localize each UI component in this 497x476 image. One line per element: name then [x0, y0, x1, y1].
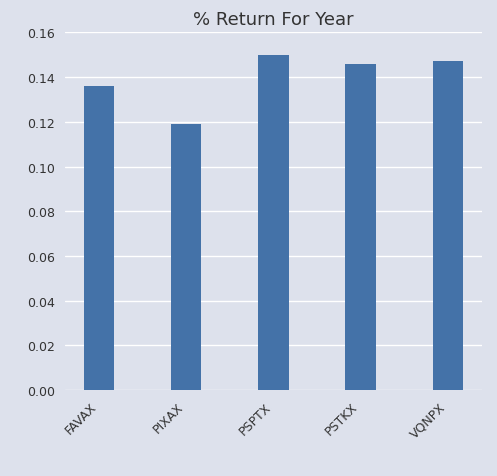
Bar	[258, 56, 289, 390]
Bar	[83, 87, 114, 390]
Bar	[432, 62, 463, 390]
Bar	[171, 125, 201, 390]
Title: % Return For Year: % Return For Year	[193, 11, 354, 29]
Bar	[345, 65, 376, 390]
